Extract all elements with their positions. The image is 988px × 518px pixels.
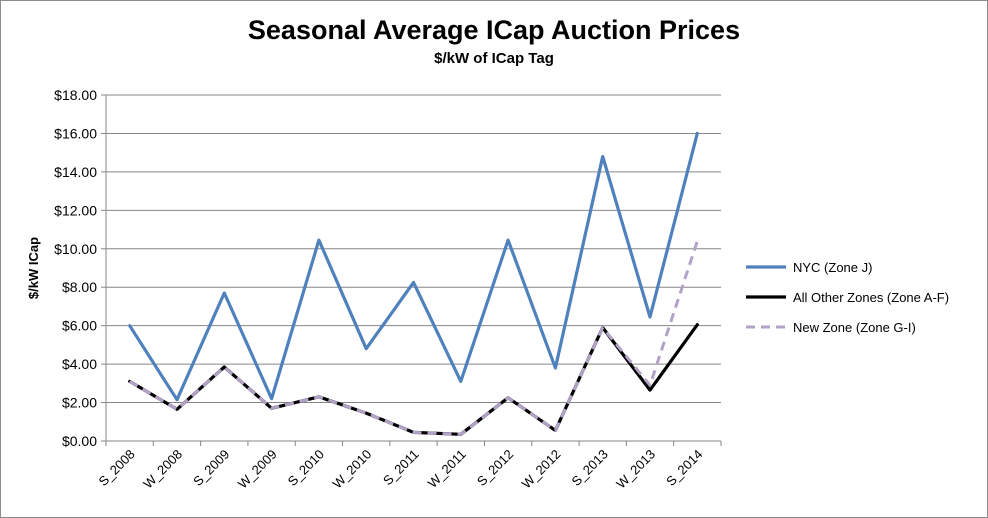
- series-line: [128, 131, 699, 402]
- x-tick-label: W_2010: [329, 447, 374, 492]
- y-tick-label: $10.00: [54, 241, 97, 257]
- x-tick-label: S_2009: [190, 447, 232, 489]
- y-tick-label: $4.00: [62, 356, 97, 372]
- y-axis-title: $/kW ICap: [26, 237, 41, 299]
- chart-title: Seasonal Average ICap Auction Prices: [247, 15, 741, 45]
- x-tick-label: S_2008: [95, 447, 137, 489]
- x-tick-label: S_2010: [285, 447, 327, 489]
- y-tick-label: $14.00: [54, 164, 97, 180]
- legend-label: All Other Zones (Zone A-F): [793, 290, 949, 305]
- x-tick-label: S_2012: [474, 447, 516, 489]
- x-tick-label: S_2011: [380, 447, 422, 489]
- x-tick-label: W_2011: [425, 447, 469, 491]
- x-tick-label: W_2009: [235, 447, 280, 492]
- x-tick-label: W_2008: [140, 447, 185, 492]
- y-tick-label: $0.00: [62, 433, 97, 449]
- x-tick-label: W_2013: [613, 447, 658, 492]
- series-line: [128, 240, 699, 436]
- legend-label: NYC (Zone J): [793, 260, 872, 275]
- y-tick-label: $16.00: [54, 125, 97, 141]
- x-tick-label: W_2012: [519, 447, 564, 492]
- x-tick-label: S_2014: [663, 447, 705, 489]
- x-tick-label: S_2013: [569, 447, 611, 489]
- y-tick-label: $18.00: [54, 87, 97, 103]
- y-tick-label: $6.00: [62, 318, 97, 334]
- chart-subtitle: $/kW of ICap Tag: [434, 50, 554, 67]
- legend-label: New Zone (Zone G-I): [793, 320, 916, 335]
- y-tick-label: $12.00: [54, 202, 97, 218]
- y-tick-label: $8.00: [62, 279, 97, 295]
- y-tick-label: $2.00: [62, 395, 97, 411]
- series-line: [128, 323, 699, 436]
